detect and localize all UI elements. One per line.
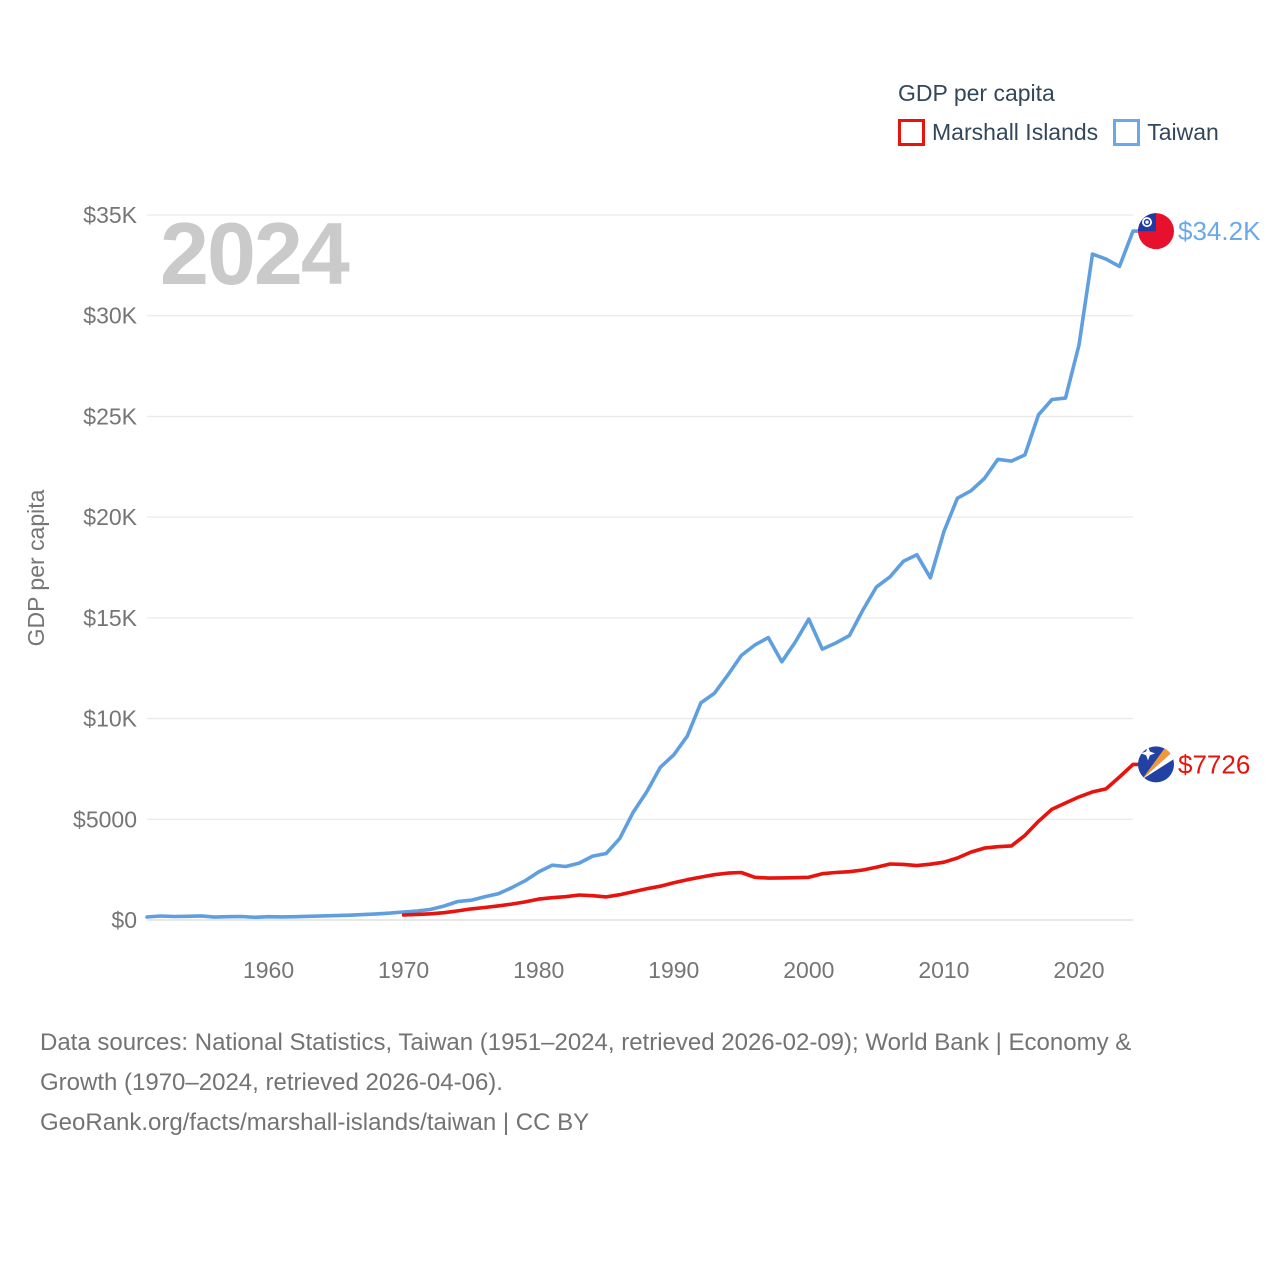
x-tick-label: 1970 [378, 957, 429, 983]
y-tick-label: $5000 [73, 806, 137, 832]
x-tick-label: 2010 [918, 957, 969, 983]
y-tick-label: $15K [83, 605, 137, 631]
y-axis-title: GDP per capita [23, 489, 49, 646]
chart-legend: GDP per capita Marshall Islands Taiwan [898, 80, 1258, 146]
gdp-per-capita-chart: $0 $5000 $10K $15K $20K $25K $30K $35K 1960 1970 1… [23, 202, 1261, 983]
legend-item-label: Taiwan [1147, 119, 1219, 145]
y-tick-label: $25K [83, 403, 137, 429]
x-tick-label: 2000 [783, 957, 834, 983]
taiwan-end-value-label: $34.2K [1178, 216, 1261, 246]
footer: Data sources: National Statistics, Taiwa… [40, 1023, 1250, 1143]
taiwan-swatch-icon [1113, 119, 1141, 146]
legend-title: GDP per capita [898, 80, 1055, 106]
year-watermark: 2024 [160, 204, 350, 303]
y-tick-label: $35K [83, 202, 137, 228]
marshall-islands-end-value-label: $7726 [1178, 749, 1250, 779]
x-tick-label: 1980 [513, 957, 564, 983]
marshall-islands-flag-ray-white [1142, 751, 1174, 780]
footer-data-sources-line2: Growth (1970–2024, retrieved 2026-04-06)… [40, 1069, 503, 1096]
marshall-islands-line [401, 762, 1145, 917]
legend-items: Marshall Islands Taiwan [898, 119, 1258, 146]
legend-item-marshall-islands[interactable]: Marshall Islands [898, 119, 1098, 146]
y-tick-label: $0 [111, 907, 137, 933]
x-tick-label: 1960 [243, 957, 294, 983]
legend-item-label: Marshall Islands [932, 119, 1099, 145]
y-tick-label: $30K [83, 303, 137, 329]
marshall-islands-flag-ray-orange [1142, 746, 1173, 780]
footer-attribution: GeoRank.org/facts/marshall-islands/taiwa… [40, 1109, 590, 1136]
y-tick-label: $10K [83, 706, 137, 732]
marshall-islands-swatch-icon [898, 119, 925, 146]
footer-data-sources-line1: Data sources: National Statistics, Taiwa… [40, 1029, 1132, 1056]
marshall-islands-flag-star [1141, 746, 1155, 761]
x-tick-label: 2020 [1053, 957, 1104, 983]
taiwan-line [145, 229, 1145, 920]
legend-item-taiwan[interactable]: Taiwan [1113, 119, 1219, 146]
taiwan-flag-sun [1145, 220, 1149, 224]
y-tick-label: $20K [83, 504, 137, 530]
x-tick-label: 1990 [648, 957, 699, 983]
